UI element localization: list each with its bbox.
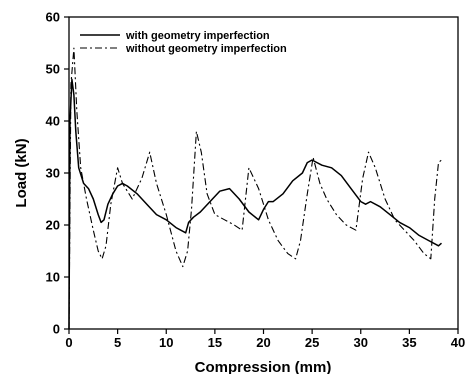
- x-tick-label: 20: [256, 335, 270, 350]
- y-tick-label: 10: [46, 270, 60, 285]
- x-tick-label: 25: [305, 335, 319, 350]
- x-axis-title: Compression (mm): [195, 359, 332, 374]
- legend-label: with geometry imperfection: [125, 30, 270, 42]
- y-tick-label: 20: [46, 218, 60, 233]
- plot-area-frame: [68, 16, 459, 330]
- series-line-with-imperfection: [68, 78, 442, 330]
- x-tick-label: 15: [208, 335, 222, 350]
- legend-label: without geometry imperfection: [125, 43, 287, 55]
- y-tick-label: 0: [53, 322, 60, 337]
- x-tick-label: 30: [354, 335, 368, 350]
- y-axis-title: Load (kN): [13, 138, 30, 207]
- x-tick-label: 10: [159, 335, 173, 350]
- x-tick-label: 5: [114, 335, 121, 350]
- y-tick-label: 30: [46, 166, 60, 181]
- y-tick-label: 50: [46, 62, 60, 77]
- y-tick-label: 60: [46, 10, 60, 25]
- x-tick-label: 0: [65, 335, 72, 350]
- y-tick-label: 40: [46, 114, 60, 129]
- x-tick-label: 40: [451, 335, 465, 350]
- series-line-without-imperfection: [68, 47, 442, 330]
- x-tick-label: 35: [402, 335, 416, 350]
